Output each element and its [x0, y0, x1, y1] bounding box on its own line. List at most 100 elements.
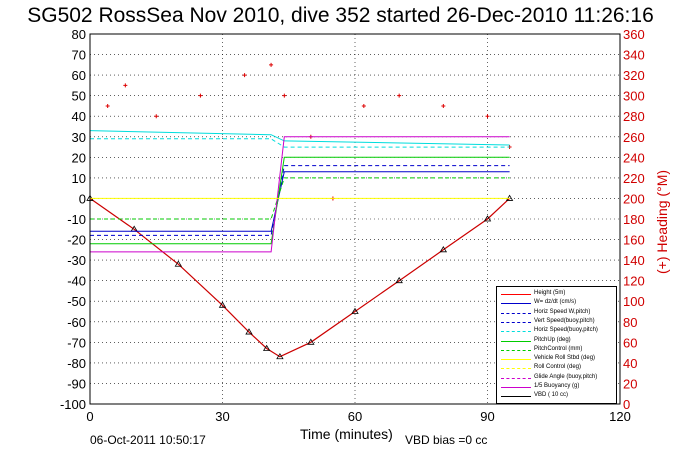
legend-swatch [501, 396, 531, 398]
legend-entry: Roll Control (deg) [497, 363, 616, 374]
left-tick-label: 80 [72, 27, 86, 42]
heading-point [269, 62, 274, 67]
pitch-control-line [90, 177, 510, 220]
plot-frame [89, 33, 621, 405]
heading-point [154, 114, 159, 119]
legend-label: Vert Speed(buoy,pitch) [534, 317, 595, 324]
depth-marker [395, 276, 403, 284]
depth-marker [307, 338, 315, 345]
depth-marker [483, 215, 492, 222]
left-tick-label: -70 [67, 335, 86, 350]
right-tick-label: 200 [623, 191, 645, 206]
right-tick-label: 320 [623, 68, 645, 83]
depth-marker [245, 328, 253, 335]
buoyancy-line [90, 136, 510, 253]
depth-marker [439, 246, 448, 253]
left-tick-label: -40 [67, 274, 86, 289]
left-tick-label: -30 [67, 253, 86, 268]
legend-swatch [501, 340, 531, 342]
footer-vbd-bias: VBD bias =0 cc [405, 433, 488, 447]
right-tick-label: 220 [623, 171, 645, 186]
left-tick-label: 30 [72, 130, 86, 145]
legend-entry: W= dz/dt (cm/s) [497, 298, 616, 309]
legend-swatch [501, 387, 531, 388]
bottom-tick-label: 60 [348, 409, 362, 424]
right-tick-label: 260 [623, 130, 645, 145]
left-tick-label: -50 [67, 294, 86, 309]
legend-label: Height (5m) [534, 290, 566, 296]
heading-point [198, 93, 203, 98]
legend-label: Roll Control (deg) [534, 364, 582, 371]
legend-label: PitchControl (mm) [534, 345, 583, 352]
x-axis-label: Time (minutes) [300, 426, 393, 442]
right-tick-label: 120 [623, 274, 645, 289]
legend-entry: Horiz Speed(buoy,pitch) [497, 326, 616, 337]
left-tick-label: -20 [67, 233, 86, 248]
legend-entry: Height (5m) [497, 289, 616, 300]
bottom-tick-label: 120 [609, 409, 631, 424]
legend-entry: VBD ( 10 cc) [497, 391, 616, 402]
pitch-up-line [90, 156, 510, 245]
right-tick-label: 300 [623, 89, 645, 104]
chart-title: SG502 RossSea Nov 2010, dive 352 started… [27, 4, 654, 27]
right-axis-label: (+) Heading (°M) [654, 170, 670, 274]
footer-date: 06-Oct-2011 10:50:17 [90, 433, 206, 447]
left-tick-label: -10 [67, 212, 86, 227]
heading-point [441, 103, 446, 108]
left-tick-label: -60 [67, 315, 86, 330]
depth-marker [262, 344, 271, 351]
heading-point [282, 93, 287, 98]
left-tick-label: 40 [72, 109, 86, 124]
legend-swatch [501, 321, 531, 323]
right-tick-label: 80 [623, 315, 637, 330]
horiz-speed-line [89, 130, 510, 146]
left-tick-label: 70 [72, 48, 86, 63]
legend: Height (5m) W= dz/dt (cm/s) Horiz Speed W,… [496, 286, 617, 404]
legend-entry: 1/5 Buoyancy (g) [497, 382, 616, 393]
depth-marker [351, 307, 359, 314]
legend-label: Horiz Speed W,pitch) [534, 308, 591, 315]
vert-speed-buoy-line [90, 165, 510, 236]
left-tick-label: -80 [67, 356, 86, 371]
left-tick-label: 20 [72, 150, 86, 165]
right-tick-label: 360 [623, 27, 645, 42]
horiz-speed-buoy-line [90, 138, 510, 148]
legend-entry: Vehicle Roll Stbd (deg) [497, 354, 616, 365]
legend-swatch [501, 359, 531, 361]
right-tick-label: 60 [623, 335, 637, 350]
legend-label: PitchUp (deg) [534, 336, 571, 343]
vertical-speed-line [90, 171, 510, 232]
left-tick-label: -100 [60, 397, 86, 412]
legend-swatch [501, 349, 531, 351]
legend-label: VBD ( 10 cc) [534, 392, 569, 399]
legend-label: Vehicle Roll Stbd (deg) [534, 355, 596, 362]
left-tick-label: 50 [72, 89, 86, 104]
legend-swatch [501, 377, 531, 379]
right-tick-label: 160 [623, 233, 645, 248]
legend-label: Horiz Speed(buoy,pitch) [534, 327, 598, 334]
right-tick-label: 340 [623, 48, 645, 63]
right-tick-label: 140 [623, 253, 645, 268]
heading-point [361, 103, 366, 108]
legend-swatch [501, 303, 531, 305]
left-tick-label: 10 [72, 171, 86, 186]
legend-label: 1/5 Buoyancy (g) [534, 383, 580, 389]
left-tick-label: 60 [72, 68, 86, 83]
left-tick-label: 0 [79, 191, 86, 206]
legend-entry: Horiz Speed W,pitch) [497, 308, 616, 319]
legend-entry: Glide Angle (buoy,pitch) [497, 373, 616, 384]
legend-swatch [501, 368, 531, 370]
heading-point [397, 93, 402, 98]
right-tick-label: 240 [623, 150, 645, 165]
right-tick-label: 40 [623, 356, 637, 371]
bottom-tick-label: 0 [86, 409, 93, 424]
depth-marker [218, 301, 227, 308]
depth-marker [276, 352, 284, 360]
right-axis: 3603403203002802602402202001801601401201… [623, 27, 645, 412]
bottom-tick-label: 90 [480, 409, 494, 424]
heading-point [242, 73, 247, 78]
bottom-axis: 0 30 60 90 120 [86, 409, 630, 424]
left-axis: 80 70 60 50 40 30 20 10 0 -10 -20 -30 -40 -50 -60 -70 -8… [60, 27, 86, 412]
right-tick-label: 280 [623, 109, 645, 124]
